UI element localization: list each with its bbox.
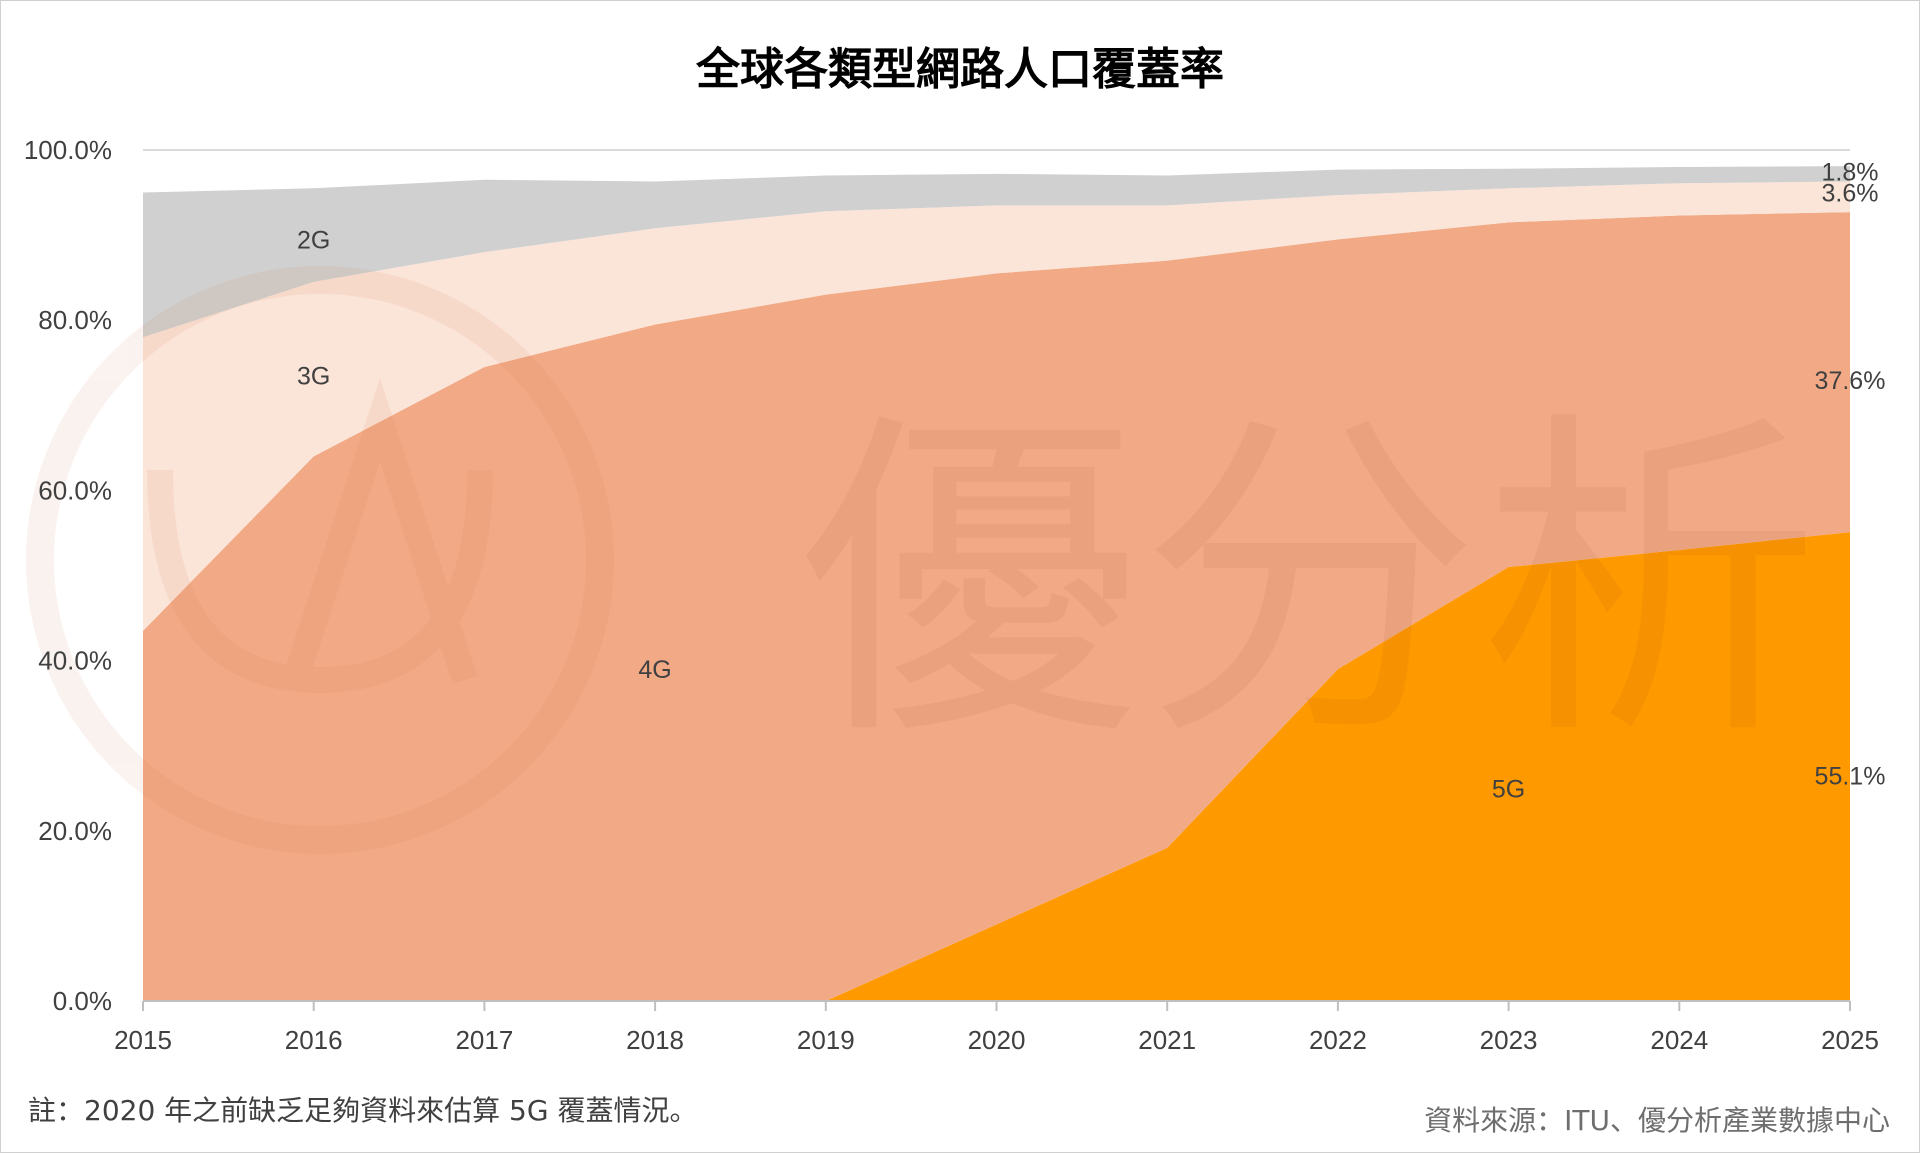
- x-tick-label: 2019: [797, 1025, 855, 1055]
- series-label-4g: 4G: [638, 656, 671, 684]
- area-5g: [143, 532, 1850, 1001]
- x-tick-label: 2021: [1138, 1025, 1196, 1055]
- value-label: 37.6%: [1815, 367, 1886, 395]
- y-tick-label: 40.0%: [38, 646, 112, 676]
- value-label: 1.8%: [1822, 158, 1879, 186]
- y-tick-label: 80.0%: [38, 305, 112, 335]
- chart-note: 註：2020 年之前缺乏足夠資料來估算 5G 覆蓋情況。: [28, 1094, 697, 1127]
- x-tick-label: 2020: [968, 1025, 1026, 1055]
- watermark-logo: 優分析: [26, 266, 1820, 854]
- x-tick-label: 2024: [1650, 1025, 1708, 1055]
- area-4g: [143, 212, 1850, 1002]
- area-2g: [143, 166, 1850, 338]
- y-tick-label: 100.0%: [24, 135, 112, 165]
- area-3g: [143, 181, 1850, 631]
- value-label: 3.6%: [1822, 180, 1879, 208]
- x-tick-label: 2023: [1480, 1025, 1538, 1055]
- x-tick-label: 2018: [626, 1025, 684, 1055]
- x-tick-label: 2017: [455, 1025, 513, 1055]
- series-label-5g: 5G: [1492, 775, 1525, 803]
- chart-title: 全球各類型網路人口覆蓋率: [695, 44, 1224, 95]
- series-label-2g: 2G: [297, 226, 330, 254]
- watermark-text: 優分析: [800, 385, 1820, 781]
- x-tick-label: 2015: [114, 1025, 172, 1055]
- value-label: 55.1%: [1815, 762, 1886, 790]
- plot-areas: [143, 166, 1850, 1002]
- axes: 0.0% 20.0% 40.0% 60.0% 80.0% 100.0% 2015 2016 20…: [24, 135, 1879, 1055]
- data-labels: 2G 3G 4G 5G 1.8%3.6% 37.6% 55.1%: [297, 158, 1885, 803]
- x-tick-label: 2022: [1309, 1025, 1367, 1055]
- y-tick-label: 0.0%: [53, 986, 112, 1016]
- x-tick-label: 2025: [1821, 1025, 1879, 1055]
- series-label-3g: 3G: [297, 363, 330, 391]
- y-tick-label: 60.0%: [38, 475, 112, 505]
- chart-source: 資料來源：ITU、優分析產業數據中心: [1424, 1104, 1890, 1137]
- y-tick-label: 20.0%: [38, 816, 112, 846]
- x-tick-label: 2016: [285, 1025, 343, 1055]
